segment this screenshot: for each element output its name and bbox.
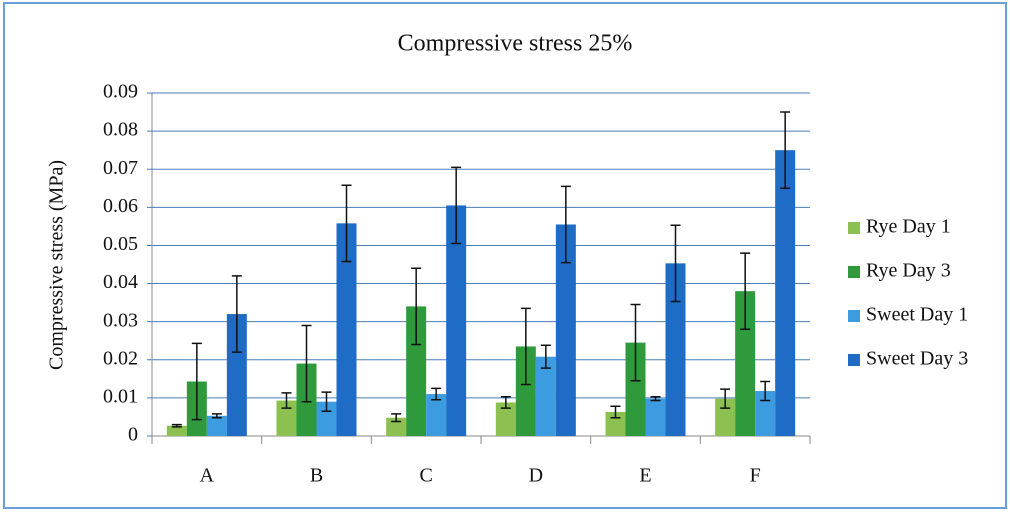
x-tick-label: F (750, 465, 761, 487)
x-tick-label: A (200, 465, 215, 487)
bar (406, 306, 427, 436)
legend-label: Rye Day 3 (866, 260, 951, 282)
error-bar (630, 303, 641, 382)
bar (495, 402, 516, 436)
error-bar (670, 224, 681, 303)
error-bar (540, 344, 551, 369)
bar (555, 224, 576, 436)
legend-swatch (848, 310, 860, 322)
bar (755, 391, 776, 436)
legend-label: Rye Day 1 (866, 216, 951, 238)
error-bar (500, 395, 511, 409)
bar (226, 314, 247, 436)
error-bar (520, 307, 531, 386)
error-bar (171, 423, 182, 428)
bar (446, 205, 467, 436)
x-tick-label: C (419, 465, 432, 487)
legend-label: Sweet Day 1 (866, 304, 968, 326)
error-bar (191, 342, 202, 421)
error-bar (211, 413, 222, 419)
x-tick-label: D (529, 465, 543, 487)
y-tick-label: 0.06 (103, 195, 138, 217)
error-bar (411, 267, 422, 346)
error-bar (650, 395, 661, 402)
legend-swatch (848, 354, 860, 366)
bar (665, 263, 686, 436)
bar (775, 150, 796, 436)
x-tick-label: E (639, 465, 651, 487)
error-bar (451, 166, 462, 245)
bar (535, 356, 556, 436)
bar (276, 400, 297, 436)
bar (206, 415, 227, 436)
bar (515, 346, 536, 436)
error-bar (281, 392, 292, 409)
legend-swatch (848, 266, 860, 278)
y-tick-label: 0.09 (103, 81, 138, 103)
error-bar (341, 184, 352, 263)
error-bar (740, 252, 751, 331)
error-bar (231, 275, 242, 353)
y-tick-label: 0.04 (103, 271, 138, 293)
x-tick-label: B (310, 465, 323, 487)
y-tick-label: 0.02 (103, 347, 138, 369)
bar (735, 291, 756, 436)
y-tick-label: 0.01 (103, 385, 138, 407)
bar (336, 223, 357, 436)
error-bar (760, 380, 771, 402)
bar (316, 401, 337, 436)
error-bar (321, 391, 332, 412)
bar (386, 417, 407, 436)
error-bar (610, 405, 621, 419)
y-tick-label: 0.07 (103, 157, 138, 179)
y-tick-label: 0.08 (103, 119, 138, 141)
y-tick-label: 0.03 (103, 309, 138, 331)
bar (166, 425, 187, 436)
bar (426, 394, 447, 436)
error-bar (431, 387, 442, 401)
y-axis-label: Compressive stress (MPa) (46, 160, 68, 370)
error-bar (301, 324, 312, 403)
bar (625, 342, 646, 436)
legend-swatch (848, 222, 860, 234)
y-tick-label: 0.05 (103, 233, 138, 255)
chart-title: Compressive stress 25% (398, 31, 633, 57)
error-bar (391, 413, 402, 423)
bar (645, 398, 666, 436)
error-bar (720, 388, 731, 409)
error-bar (780, 111, 791, 190)
legend-label: Sweet Day 3 (866, 348, 968, 370)
error-bar (560, 185, 571, 264)
y-tick-label: 0 (128, 424, 138, 446)
